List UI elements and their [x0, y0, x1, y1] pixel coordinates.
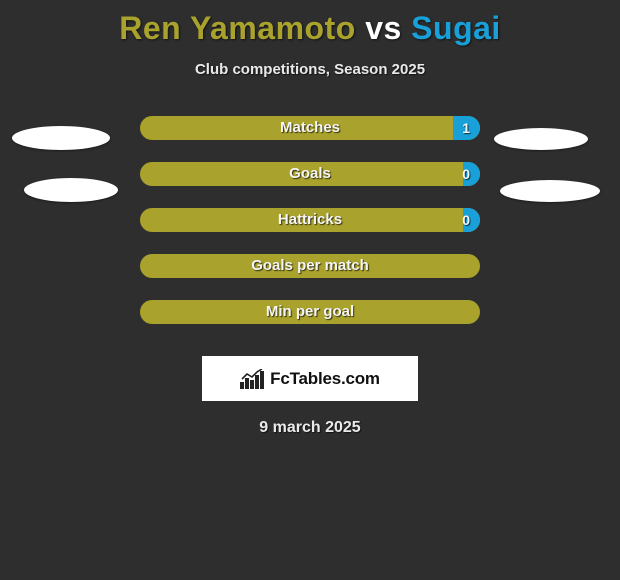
decor-ellipse: [12, 126, 110, 150]
stat-bar-track: [140, 162, 480, 186]
brand-box: FcTables.com: [202, 356, 418, 401]
vs-text: vs: [365, 10, 402, 46]
stat-row: Hattricks0: [0, 208, 620, 254]
brand-chart-icon: [240, 369, 266, 389]
decor-ellipse: [500, 180, 600, 202]
stat-bar-track: [140, 208, 480, 232]
stats-panel: Matches1Goals0Hattricks0Goals per matchM…: [0, 116, 620, 346]
brand-text: FcTables.com: [270, 369, 380, 389]
stat-row: Min per goal: [0, 300, 620, 346]
comparison-title: Ren Yamamoto vs Sugai: [0, 0, 620, 47]
stat-bar-track: [140, 116, 480, 140]
stat-row: Goals per match: [0, 254, 620, 300]
stat-bar-fill: [453, 116, 480, 140]
player1-name: Ren Yamamoto: [119, 10, 356, 46]
decor-ellipse: [24, 178, 118, 202]
stat-bar-fill: [463, 162, 480, 186]
stat-bar-fill: [463, 208, 480, 232]
subtitle: Club competitions, Season 2025: [0, 61, 620, 78]
stat-bar-track: [140, 300, 480, 324]
stat-bar-track: [140, 254, 480, 278]
player2-name: Sugai: [411, 10, 501, 46]
decor-ellipse: [494, 128, 588, 150]
footer-date: 9 march 2025: [0, 419, 620, 437]
